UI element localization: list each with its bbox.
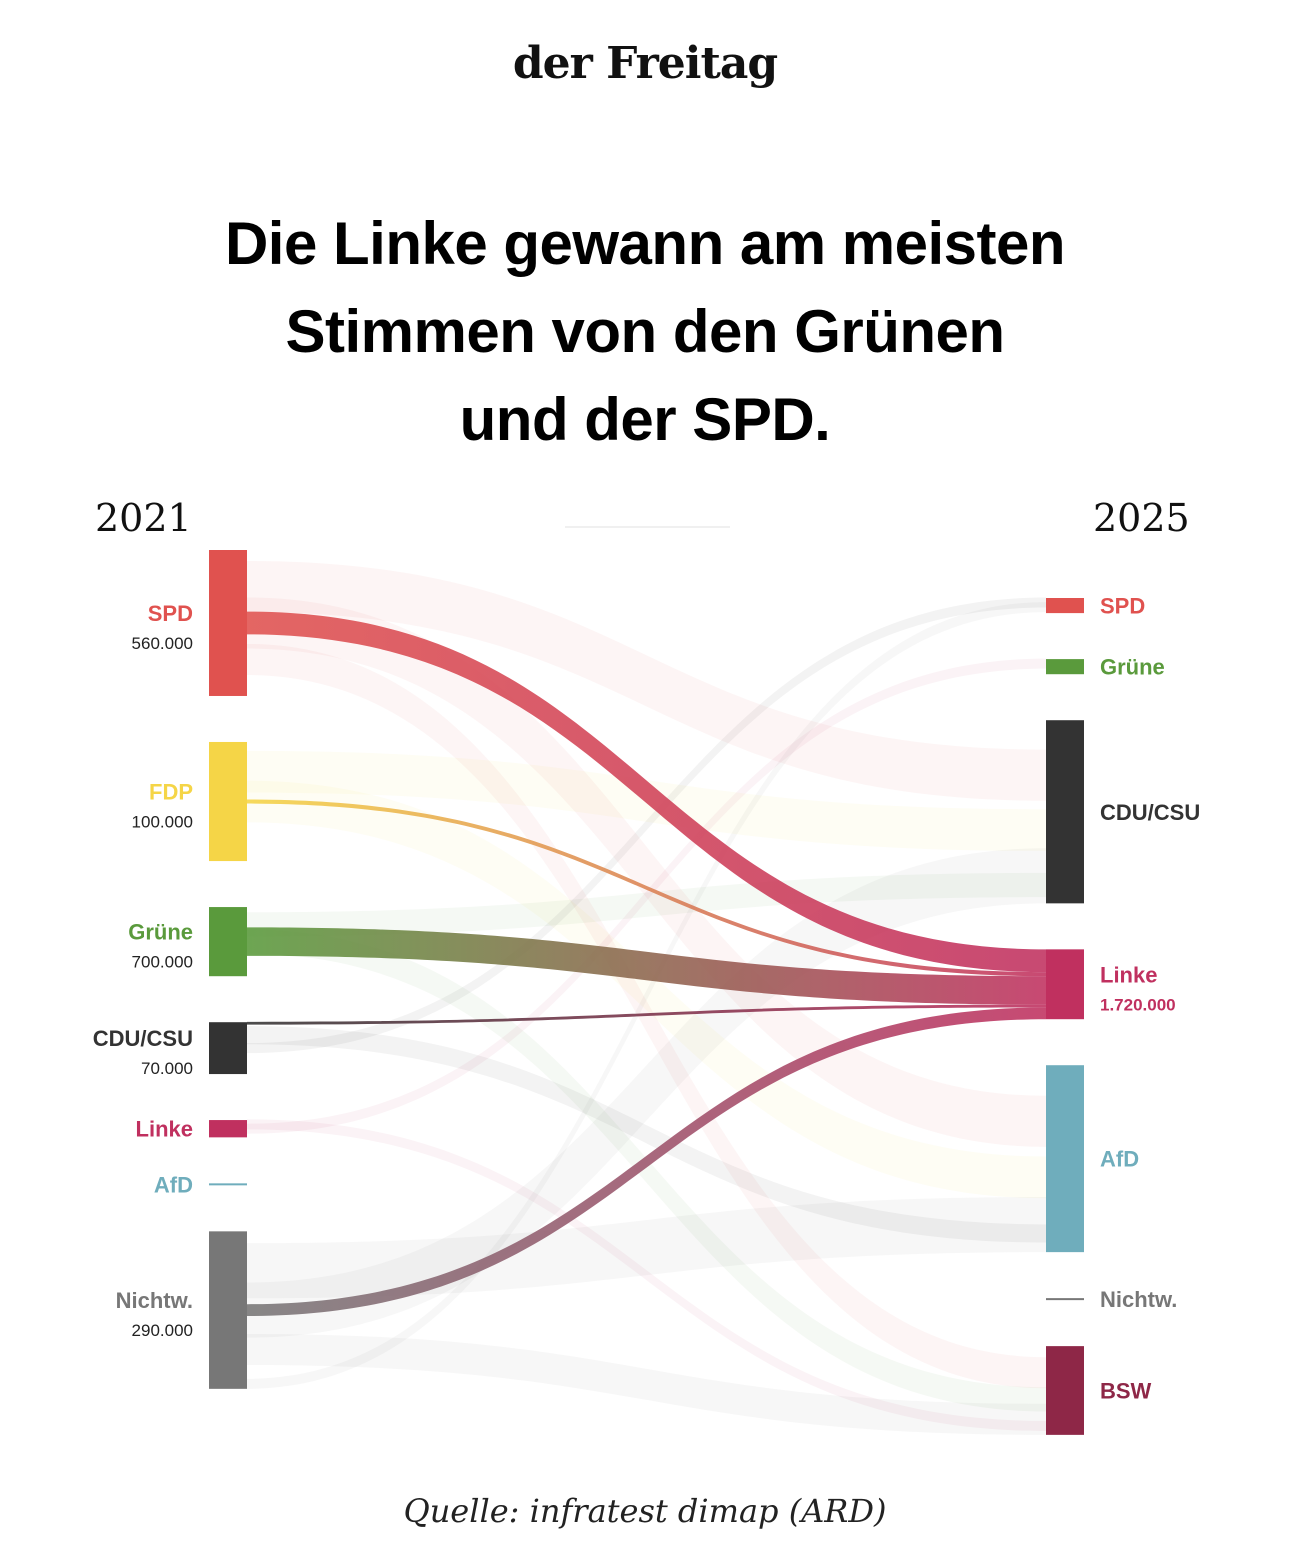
left-label-gruene: Grüne xyxy=(128,920,193,945)
labels: SPD 560.000 FDP 100.000 Grüne 700.000 CDU/CSU 7… xyxy=(93,594,1200,1404)
left-value-spd: 560.000 xyxy=(132,634,193,653)
right-label-bsw: BSW xyxy=(1100,1378,1152,1403)
right-label-afd: AfD xyxy=(1100,1147,1139,1172)
background-flow xyxy=(247,848,1046,1338)
left-node-nichtw xyxy=(209,1231,247,1389)
right-node-cdu xyxy=(1046,720,1084,904)
left-node-fdp xyxy=(209,741,247,862)
background-flow xyxy=(247,1119,1046,1431)
right-node-gruene xyxy=(1046,659,1084,675)
right-label-linke: Linke xyxy=(1100,962,1157,987)
background-flow xyxy=(247,780,1046,1199)
background-flow xyxy=(247,1026,1046,1243)
left-value-cdu: 70.000 xyxy=(141,1059,193,1078)
left-value-fdp: 100.000 xyxy=(132,813,193,832)
nodes xyxy=(209,550,1084,1435)
background-flow xyxy=(247,658,1046,1134)
right-node-linke xyxy=(1046,949,1084,1020)
flow-cdu-to-linke xyxy=(247,1004,1046,1025)
headline-line-3: und der SPD. xyxy=(459,386,831,453)
headline: Die Linke gewann am meisten Stimmen von … xyxy=(0,200,1290,464)
right-value-linke: 1.720.000 xyxy=(1100,995,1176,1014)
left-label-fdp: FDP xyxy=(149,780,193,805)
year-right: 2025 xyxy=(1093,496,1190,540)
flow-nichtw-to-linke xyxy=(247,1007,1046,1316)
flow-spd-to-linke xyxy=(247,611,1046,973)
right-label-nichtw: Nichtw. xyxy=(1100,1287,1177,1312)
left-label-afd: AfD xyxy=(154,1172,193,1197)
left-label-spd: SPD xyxy=(148,601,193,626)
left-node-gruene xyxy=(209,907,247,977)
right-label-spd: SPD xyxy=(1100,594,1145,619)
left-value-gruene: 700.000 xyxy=(132,953,193,972)
left-node-spd xyxy=(209,550,247,696)
left-label-cdu: CDU/CSU xyxy=(93,1026,193,1051)
background-flow xyxy=(247,643,1046,1389)
right-label-gruene: Grüne xyxy=(1100,655,1165,680)
headline-line-2: Stimmen von den Grünen xyxy=(285,298,1005,365)
background-flow xyxy=(247,1333,1046,1435)
logo: der Freitag xyxy=(512,38,778,89)
right-node-bsw xyxy=(1046,1346,1084,1435)
flow-fdp-to-linke xyxy=(247,799,1046,977)
flow-gruene-to-linke xyxy=(247,927,1046,1005)
background-flows xyxy=(247,560,1046,1435)
left-label-nichtw: Nichtw. xyxy=(116,1288,193,1313)
background-flow xyxy=(247,560,1046,801)
highlighted-flows xyxy=(247,611,1046,1316)
left-node-linke xyxy=(209,1120,247,1138)
source-note: Quelle: infratest dimap (ARD) xyxy=(403,1492,887,1530)
divider xyxy=(565,526,730,528)
background-flow xyxy=(247,597,1046,1054)
right-node-spd xyxy=(1046,598,1084,614)
left-value-nichtw: 290.000 xyxy=(132,1321,193,1340)
left-node-cdu xyxy=(209,1022,247,1075)
left-node-afd xyxy=(209,1183,247,1186)
right-node-afd xyxy=(1046,1065,1084,1253)
right-node-nichtw xyxy=(1046,1298,1084,1301)
headline-line-1: Die Linke gewann am meisten xyxy=(224,210,1066,277)
background-flow xyxy=(247,929,1046,1412)
background-flow xyxy=(247,602,1046,1389)
background-flow xyxy=(247,597,1046,1147)
background-flow xyxy=(247,872,1046,937)
left-label-linke: Linke xyxy=(136,1117,193,1142)
right-label-cdu: CDU/CSU xyxy=(1100,800,1200,825)
year-left: 2021 xyxy=(95,496,192,540)
